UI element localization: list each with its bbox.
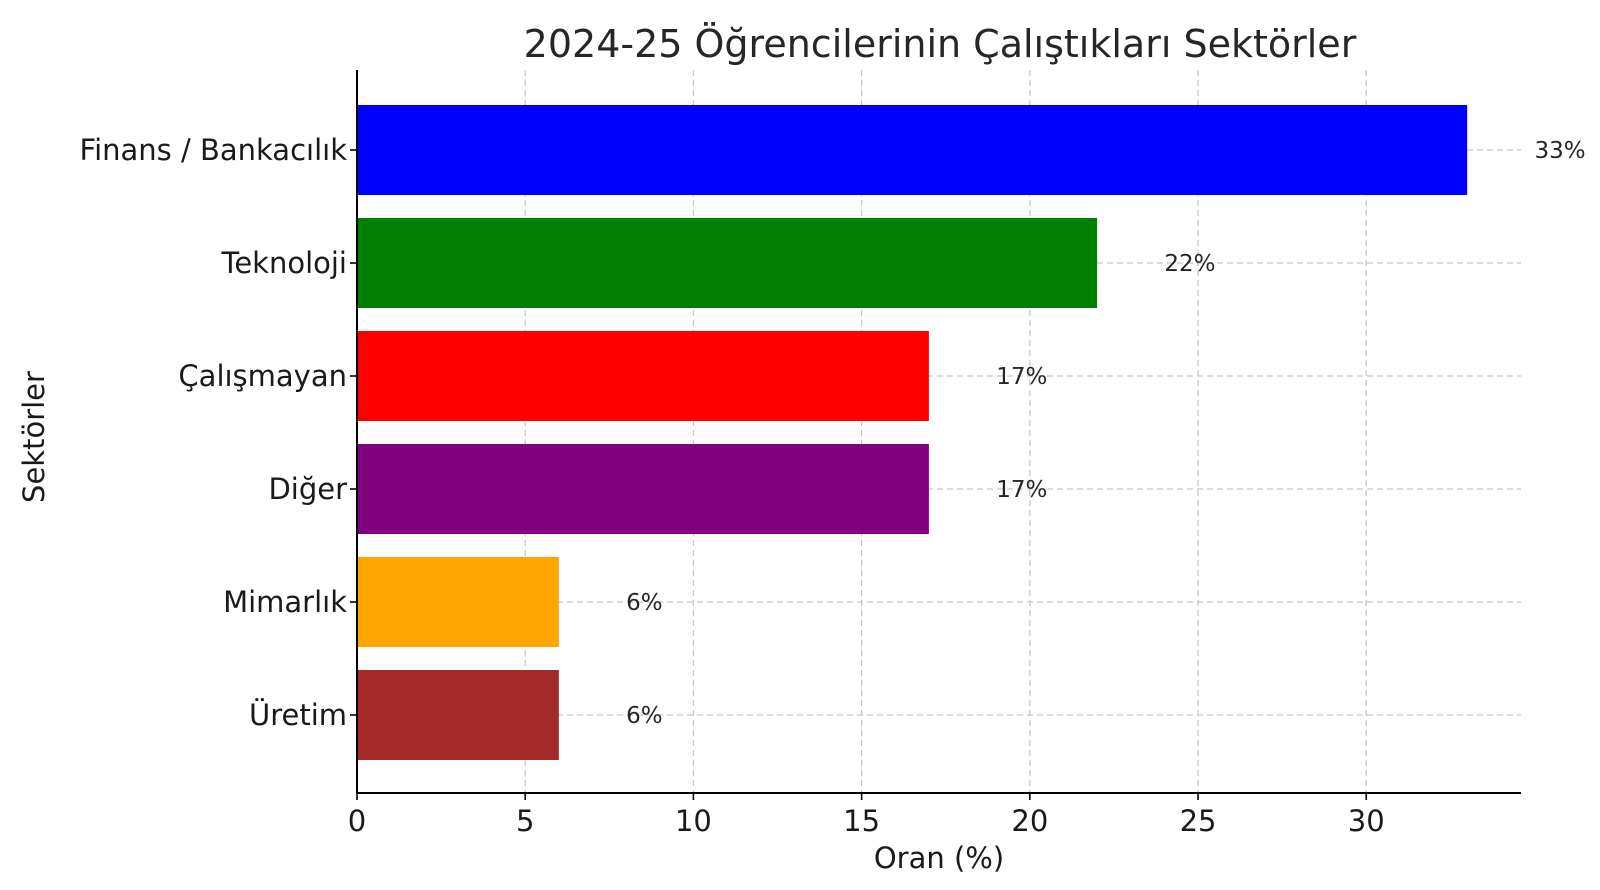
category-label: Çalışmayan [178, 359, 347, 393]
category-labels: Finans / Bankacılık Teknoloji Çalışmayan Di… [80, 133, 348, 732]
x-tick-label: 20 [1011, 804, 1048, 838]
category-label: Finans / Bankacılık [80, 133, 348, 167]
data-label: 33% [1534, 138, 1585, 164]
category-label: Üretim [249, 698, 347, 732]
category-label: Teknoloji [221, 246, 347, 280]
data-label: 17% [996, 364, 1047, 390]
bar [357, 444, 929, 534]
x-tick-label: 30 [1348, 804, 1385, 838]
x-tick-label: 5 [516, 804, 534, 838]
data-label: 17% [996, 477, 1047, 503]
data-label: 6% [626, 703, 663, 729]
y-axis-label: Sektörler [17, 371, 51, 503]
data-label: 22% [1164, 251, 1215, 277]
bars [357, 105, 1468, 760]
category-label: Mimarlık [223, 585, 347, 619]
category-label: Diğer [268, 472, 347, 506]
x-ticks: 0 5 10 15 20 25 30 [348, 149, 1385, 838]
bar [357, 218, 1098, 308]
data-labels: 33% 22% 17% 17% 6% 6% [626, 138, 1585, 729]
x-tick-label: 0 [348, 804, 366, 838]
bar [357, 331, 929, 421]
x-tick-label: 15 [843, 804, 880, 838]
data-label: 6% [626, 590, 663, 616]
chart-title: 2024-25 Öğrencilerinin Çalıştıkları Sekt… [524, 22, 1357, 66]
x-axis-label: Oran (%) [874, 841, 1004, 875]
bar [357, 557, 559, 647]
bar [357, 670, 559, 760]
x-tick-label: 25 [1180, 804, 1217, 838]
bar [357, 105, 1468, 195]
x-tick-label: 10 [675, 804, 712, 838]
axes [356, 70, 1521, 794]
